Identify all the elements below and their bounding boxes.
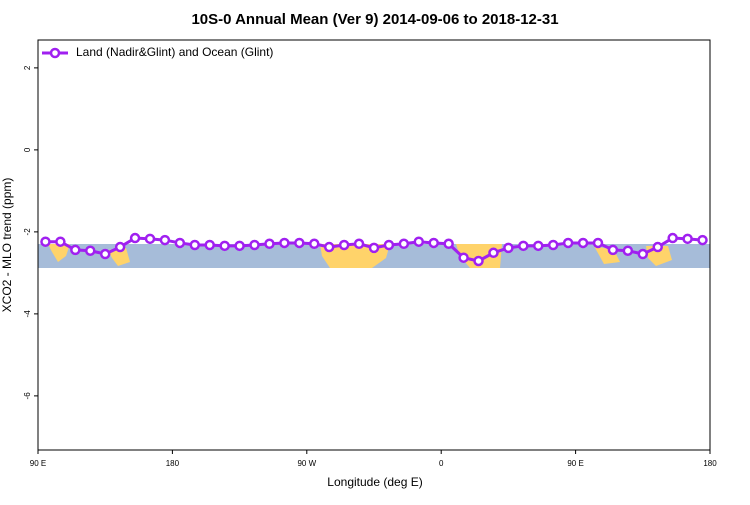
point — [129, 232, 141, 244]
x-tick-label: 90 E — [567, 459, 583, 468]
point — [219, 240, 230, 252]
point — [70, 244, 81, 256]
point — [189, 239, 201, 251]
point — [637, 248, 649, 260]
point — [279, 237, 290, 249]
point — [682, 233, 693, 245]
point — [533, 240, 544, 252]
point — [488, 247, 499, 259]
x-tick-label: 0 — [439, 459, 444, 468]
point — [114, 241, 126, 253]
point — [338, 239, 350, 251]
point — [264, 238, 275, 250]
point — [204, 239, 215, 251]
point — [577, 237, 589, 249]
x-tick-label: 180 — [703, 459, 717, 468]
point — [503, 242, 514, 254]
x-tick-label: 90 E — [30, 459, 46, 468]
point — [413, 236, 425, 247]
point — [667, 232, 678, 244]
point — [518, 240, 529, 252]
point — [473, 255, 484, 267]
point — [592, 237, 604, 249]
point — [428, 237, 439, 249]
y-axis-label: XCO2 - MLO trend (ppm) — [0, 178, 14, 313]
point — [368, 242, 380, 254]
legend-label: Land (Nadir&Glint) and Ocean (Glint) — [76, 45, 273, 59]
point — [697, 234, 708, 246]
y-tick-label: -6 — [23, 392, 32, 400]
point — [40, 236, 51, 247]
point — [398, 238, 410, 250]
y-tick-label: 2 — [23, 65, 32, 70]
point — [55, 236, 66, 247]
point — [547, 239, 559, 251]
chart-title: 10S-0 Annual Mean (Ver 9) 2014-09-06 to … — [191, 11, 558, 28]
point — [174, 237, 186, 249]
point — [383, 239, 395, 251]
point — [562, 237, 574, 249]
land — [108, 248, 130, 266]
point — [159, 234, 171, 246]
point — [294, 237, 305, 249]
land — [48, 244, 70, 262]
point — [249, 239, 260, 251]
point — [85, 245, 96, 256]
legend-marker — [49, 47, 61, 59]
point — [99, 248, 111, 260]
plot-frame — [37, 39, 711, 451]
point — [652, 241, 663, 253]
x-axis-label: Longitude (deg E) — [327, 475, 422, 489]
y-tick-label: -4 — [23, 310, 32, 318]
y-tick-label: -2 — [23, 228, 32, 236]
x-tick-label: 180 — [166, 459, 180, 468]
point — [607, 244, 619, 256]
point — [458, 252, 469, 263]
point — [323, 241, 335, 253]
x-tick-label: 90 W — [297, 459, 316, 468]
point — [353, 238, 365, 250]
point — [309, 238, 320, 250]
point — [622, 245, 634, 256]
point — [443, 238, 454, 250]
point — [144, 233, 156, 245]
point — [234, 240, 245, 252]
y-tick-label: 0 — [23, 147, 32, 152]
